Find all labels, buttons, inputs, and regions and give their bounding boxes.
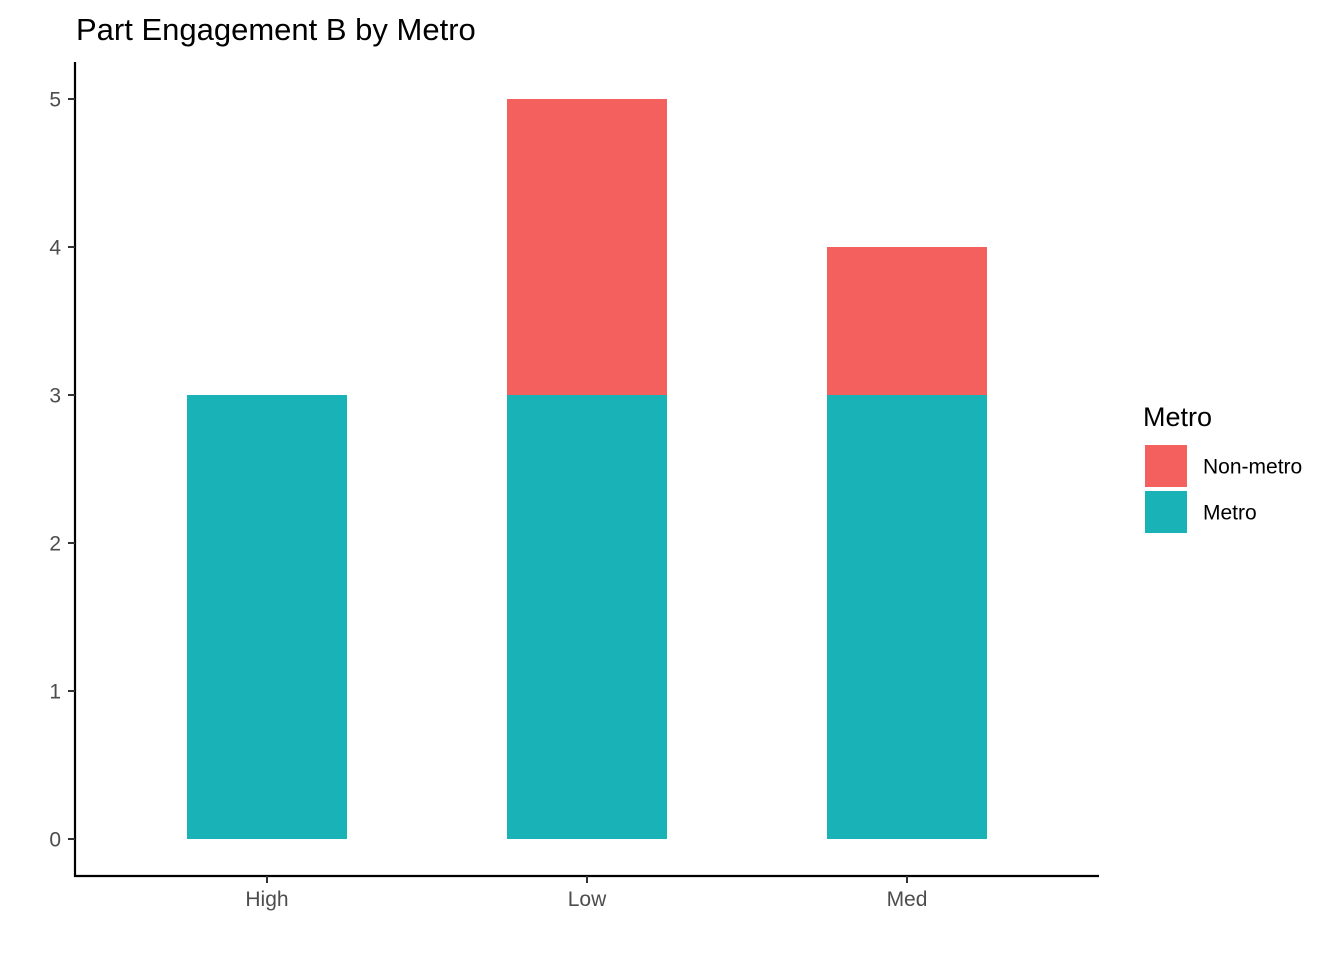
- y-tick-label: 3: [49, 385, 61, 408]
- y-tick-label: 5: [49, 89, 61, 112]
- x-tick-label: Med: [887, 888, 928, 911]
- y-tick-label: 2: [49, 533, 61, 556]
- legend-label: Non-metro: [1203, 456, 1302, 479]
- bar-med-metro: [827, 395, 987, 839]
- y-tick-label: 1: [49, 681, 61, 704]
- chart-title: Part Engagement B by Metro: [76, 12, 476, 47]
- y-tick-label: 0: [49, 829, 61, 852]
- bar-high-metro: [187, 395, 347, 839]
- y-axis: 0 1 2 3 4 5: [49, 62, 77, 877]
- bars-layer: [187, 99, 987, 839]
- legend: Metro Non-metro Metro: [1143, 402, 1302, 535]
- x-axis: High Low Med: [74, 874, 1099, 911]
- bar-low-metro: [507, 395, 667, 839]
- bar-low-non-metro: [507, 99, 667, 395]
- x-tick-label: High: [245, 888, 288, 911]
- legend-key-metro: [1143, 489, 1189, 535]
- legend-title: Metro: [1143, 402, 1212, 432]
- y-tick-label: 4: [49, 237, 61, 260]
- bar-med-non-metro: [827, 247, 987, 395]
- x-tick-label: Low: [568, 888, 607, 911]
- legend-label: Metro: [1203, 502, 1257, 525]
- legend-key-non-metro: [1143, 443, 1189, 489]
